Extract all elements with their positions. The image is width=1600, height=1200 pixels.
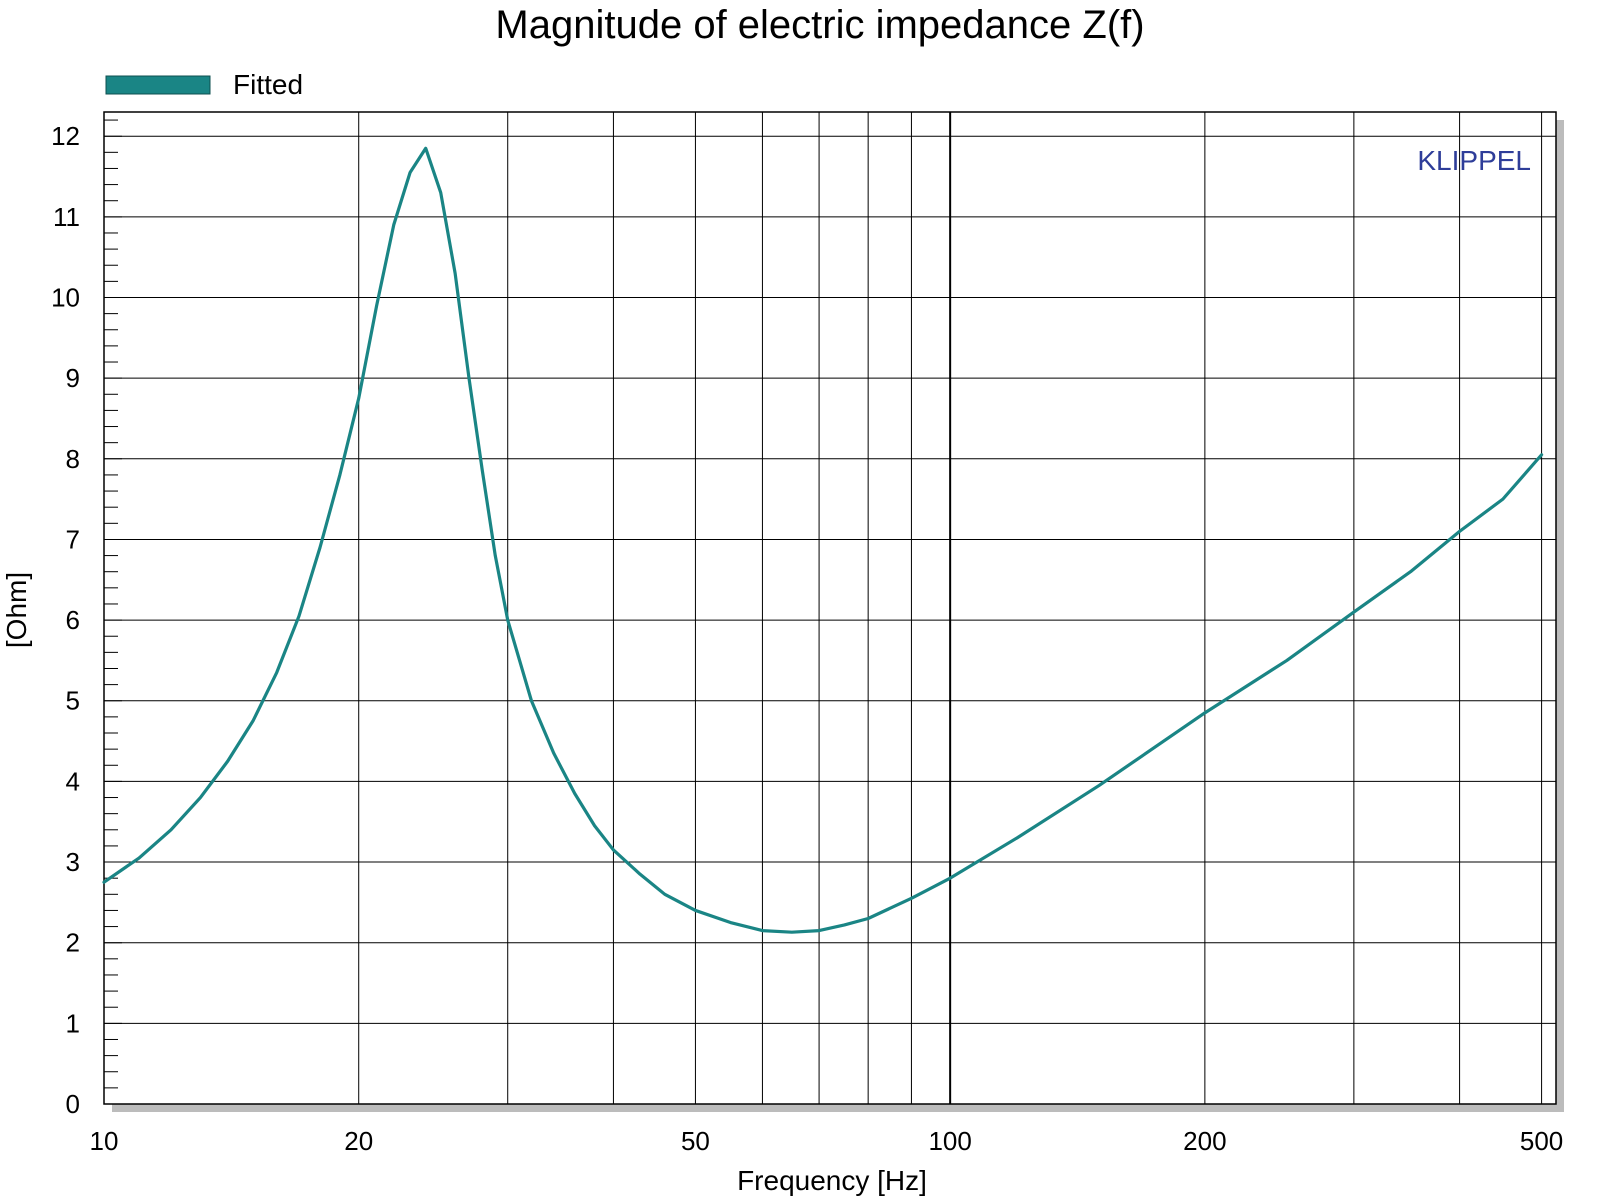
y-tick-label: 4: [66, 766, 80, 796]
grid: [104, 112, 1556, 1104]
y-tick-label: 11: [53, 202, 80, 232]
y-tick-label: 0: [66, 1089, 80, 1119]
y-tick-label: 2: [66, 928, 80, 958]
x-tick-label: 20: [344, 1126, 373, 1156]
y-tick-label: 10: [51, 282, 80, 312]
legend-label-fitted: Fitted: [233, 69, 303, 100]
x-tick-label: 50: [681, 1126, 710, 1156]
y-tick-label: 3: [66, 847, 80, 877]
y-tick-label: 1: [66, 1008, 80, 1038]
y-tick-label: 8: [66, 444, 80, 474]
legend-swatch-fitted: [105, 75, 211, 95]
chart-title: Magnitude of electric impedance Z(f): [495, 3, 1144, 47]
x-tick-label: 200: [1183, 1126, 1226, 1156]
y-tick-label: 5: [66, 686, 80, 716]
y-tick-label: 7: [66, 524, 80, 554]
x-axis-label: Frequency [Hz]: [737, 1165, 927, 1196]
series-layer: [102, 146, 1544, 934]
x-tick-label: 100: [928, 1126, 971, 1156]
y-tick-label: 9: [66, 363, 80, 393]
x-tick-label: 500: [1520, 1126, 1563, 1156]
plot-area: [104, 112, 1556, 1104]
series-line-fitted: [102, 146, 1544, 934]
y-tick-label: 6: [66, 605, 80, 635]
y-tick-label: 12: [51, 121, 80, 151]
x-tick-labels: 10 20 50 100 200 500: [90, 1126, 1564, 1156]
plot-frame: [103, 111, 1557, 1105]
x-tick-label: 10: [90, 1126, 119, 1156]
brand-label: KLIPPEL: [1417, 145, 1531, 176]
y-axis-label: [Ohm]: [1, 572, 32, 648]
